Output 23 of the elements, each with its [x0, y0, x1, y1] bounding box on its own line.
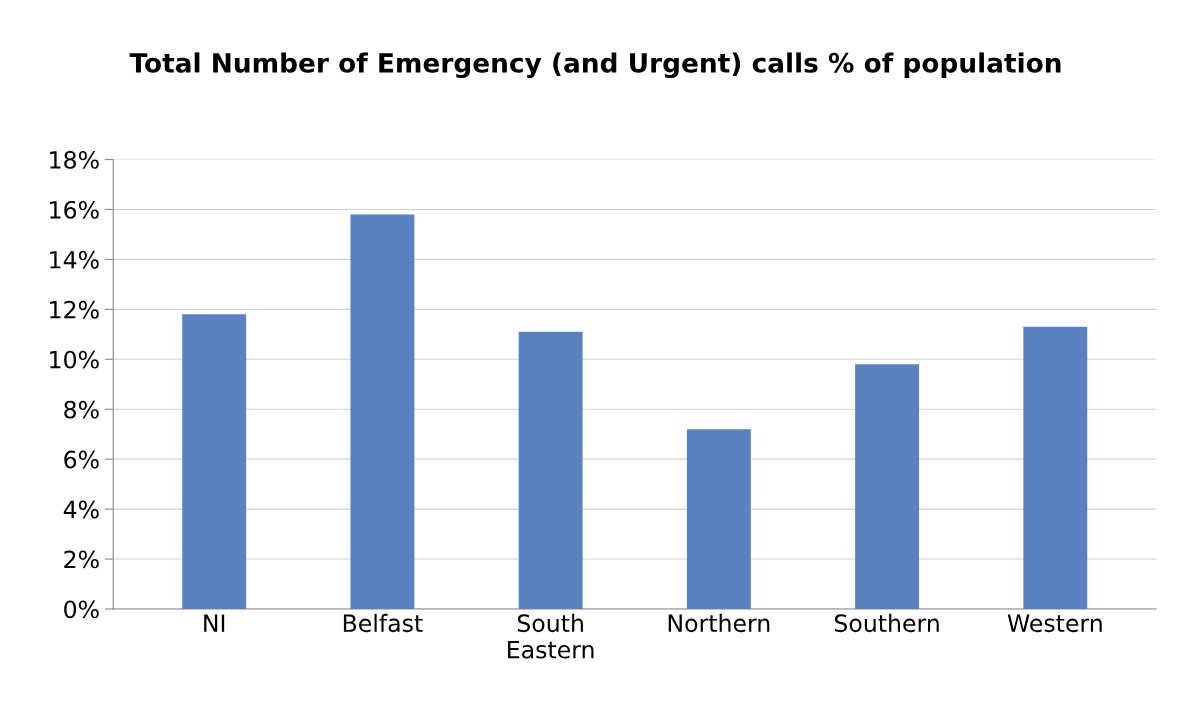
y-tick-label: 0% — [64, 600, 99, 619]
bar — [518, 331, 583, 609]
x-tick-label: Western — [1007, 614, 1102, 633]
bar — [686, 429, 751, 609]
bar — [1023, 326, 1088, 609]
y-tick-label: 6% — [64, 450, 99, 469]
x-tick-label: Belfast — [343, 613, 423, 633]
y-tick-label: 10% — [50, 350, 99, 369]
x-tick-label: NI — [204, 614, 225, 632]
x-tick-label: Southern — [834, 613, 939, 633]
y-tick-label: 16% — [50, 200, 99, 219]
x-tick-label: South Eastern — [508, 613, 594, 659]
chart-title: Total Number of Emergency (and Urgent) calls % of population — [129, 52, 1061, 79]
y-tick-label: 2% — [64, 550, 99, 569]
bar — [350, 214, 415, 609]
bar — [182, 314, 247, 609]
x-tick-label: Northern — [668, 613, 770, 633]
y-tick-label: 18% — [50, 150, 99, 169]
y-tick-label: 4% — [63, 500, 99, 519]
y-tick-label: 14% — [50, 250, 99, 269]
y-tick-label: 12% — [50, 300, 99, 319]
y-tick-label: 8% — [64, 400, 99, 419]
bar — [855, 364, 920, 609]
